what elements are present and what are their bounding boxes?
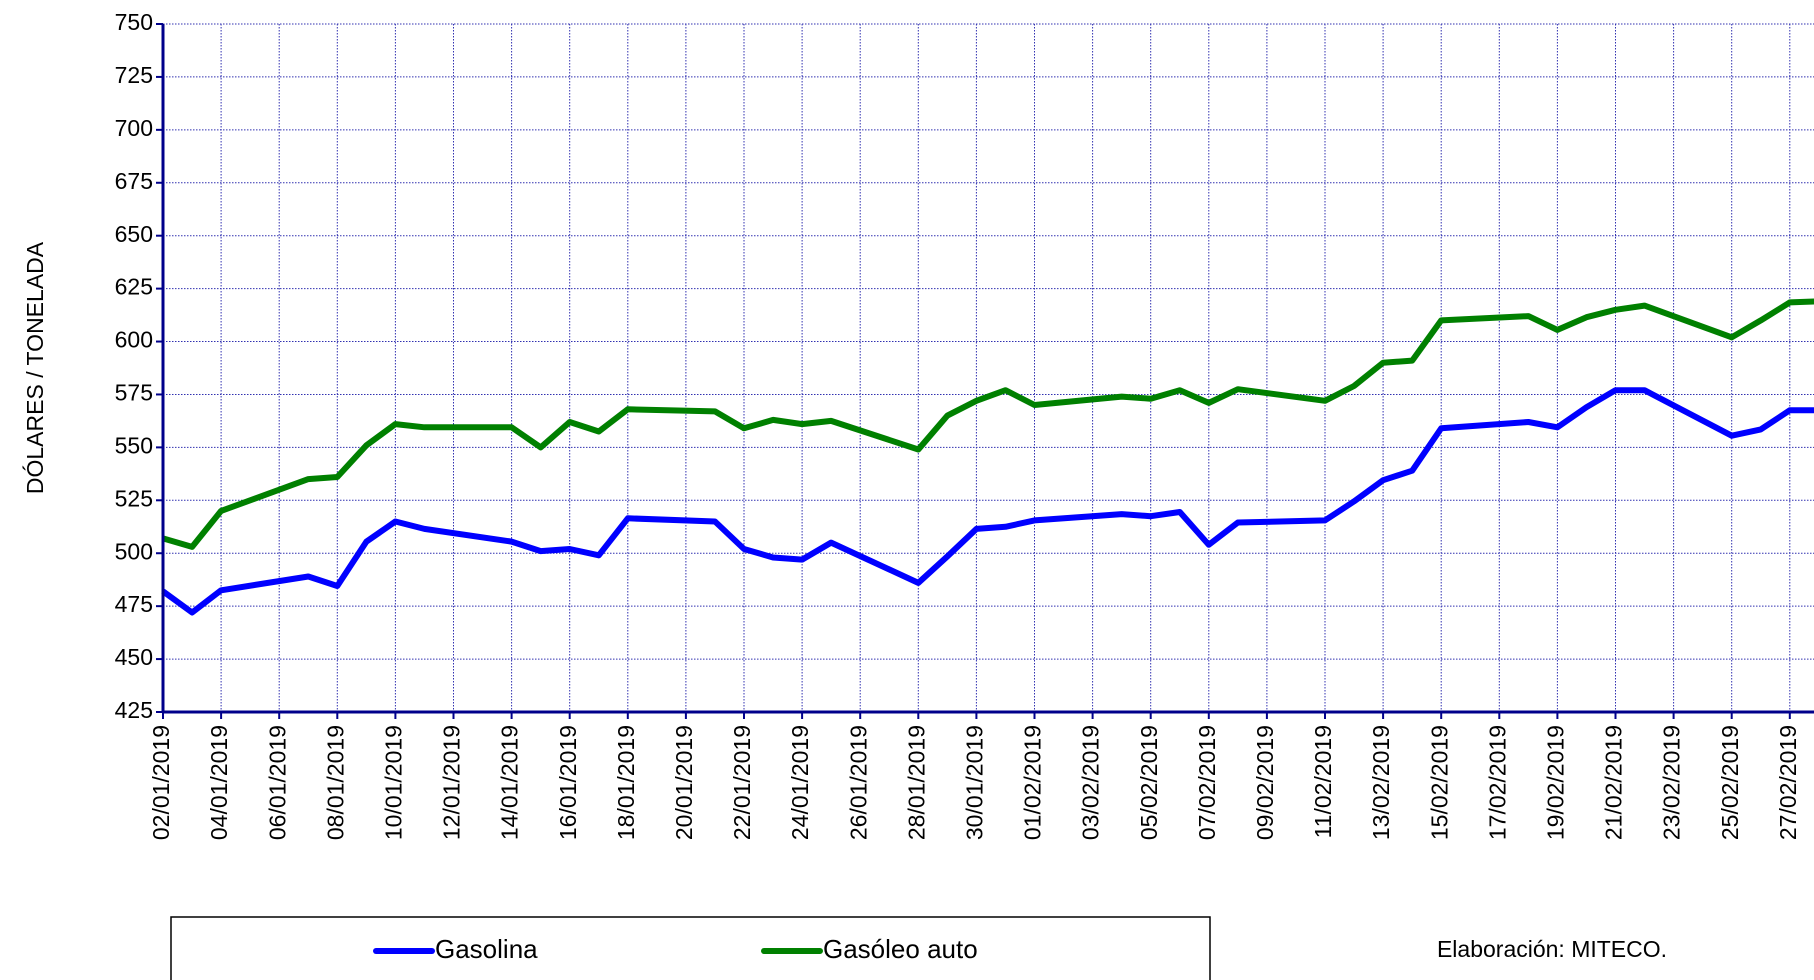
y-tick-label: 675 xyxy=(115,168,153,194)
x-tick-label: 11/02/2019 xyxy=(1310,725,1336,838)
x-tick-label: 15/02/2019 xyxy=(1426,725,1452,840)
y-tick-label: 425 xyxy=(115,697,153,723)
line-series xyxy=(162,298,1814,550)
x-tick-label: 24/01/2019 xyxy=(787,725,813,840)
x-tick-label: 01/02/2019 xyxy=(1020,725,1046,840)
legend-box xyxy=(170,916,1211,980)
y-tick-label: 450 xyxy=(115,644,153,670)
x-tick-label: 23/02/2019 xyxy=(1659,725,1685,840)
legend-label: Gasolina xyxy=(435,934,538,964)
x-tick-label: 07/02/2019 xyxy=(1194,725,1220,840)
plot-area xyxy=(161,23,1814,713)
x-tick-label: 06/01/2019 xyxy=(264,725,290,840)
y-tick-label: 600 xyxy=(115,327,153,353)
y-tick-label: 525 xyxy=(115,485,153,511)
x-tick-label: 28/01/2019 xyxy=(903,725,929,840)
line-series xyxy=(161,387,1814,616)
x-tick-label: 10/01/2019 xyxy=(380,725,406,840)
y-axis-label: DÓLARES / TONELADA xyxy=(22,241,48,494)
x-tick-label: 25/02/2019 xyxy=(1717,725,1743,840)
x-tick-label: 27/02/2019 xyxy=(1775,725,1801,840)
x-tick-label: 03/02/2019 xyxy=(1078,725,1104,840)
x-tick-label: 12/01/2019 xyxy=(439,725,465,840)
x-tick-label: 09/02/2019 xyxy=(1252,725,1278,840)
y-tick-label: 575 xyxy=(115,380,153,406)
x-tick-label: 19/02/2019 xyxy=(1542,725,1568,840)
x-tick-label: 16/01/2019 xyxy=(555,725,581,840)
y-tick-label: 700 xyxy=(115,115,153,141)
x-tick-label: 21/02/2019 xyxy=(1601,725,1627,840)
x-tick-label: 17/02/2019 xyxy=(1484,725,1510,840)
legend-label: Gasóleo auto xyxy=(823,934,978,964)
x-tick-label: 30/01/2019 xyxy=(961,725,987,840)
y-tick-label: 475 xyxy=(115,591,153,617)
y-tick-label: 650 xyxy=(115,221,153,247)
x-tick-label: 05/02/2019 xyxy=(1136,725,1162,840)
source-note: Elaboración: MITECO. xyxy=(1437,936,1667,962)
y-tick-label: 500 xyxy=(115,538,153,564)
y-tick-label: 625 xyxy=(115,274,153,300)
x-tick-label: 20/01/2019 xyxy=(671,725,697,840)
y-tick-label: 725 xyxy=(115,62,153,88)
x-tick-label: 04/01/2019 xyxy=(206,725,232,840)
y-tick-label: 750 xyxy=(115,9,153,35)
x-tick-label: 08/01/2019 xyxy=(322,725,348,840)
x-tick-label: 22/01/2019 xyxy=(729,725,755,840)
x-tick-label: 14/01/2019 xyxy=(497,725,523,840)
x-tick-label: 02/01/2019 xyxy=(148,725,174,840)
x-tick-label: 13/02/2019 xyxy=(1368,725,1394,840)
x-tick-label: 26/01/2019 xyxy=(845,725,871,840)
y-tick-label: 550 xyxy=(115,432,153,458)
x-tick-label: 18/01/2019 xyxy=(613,725,639,840)
